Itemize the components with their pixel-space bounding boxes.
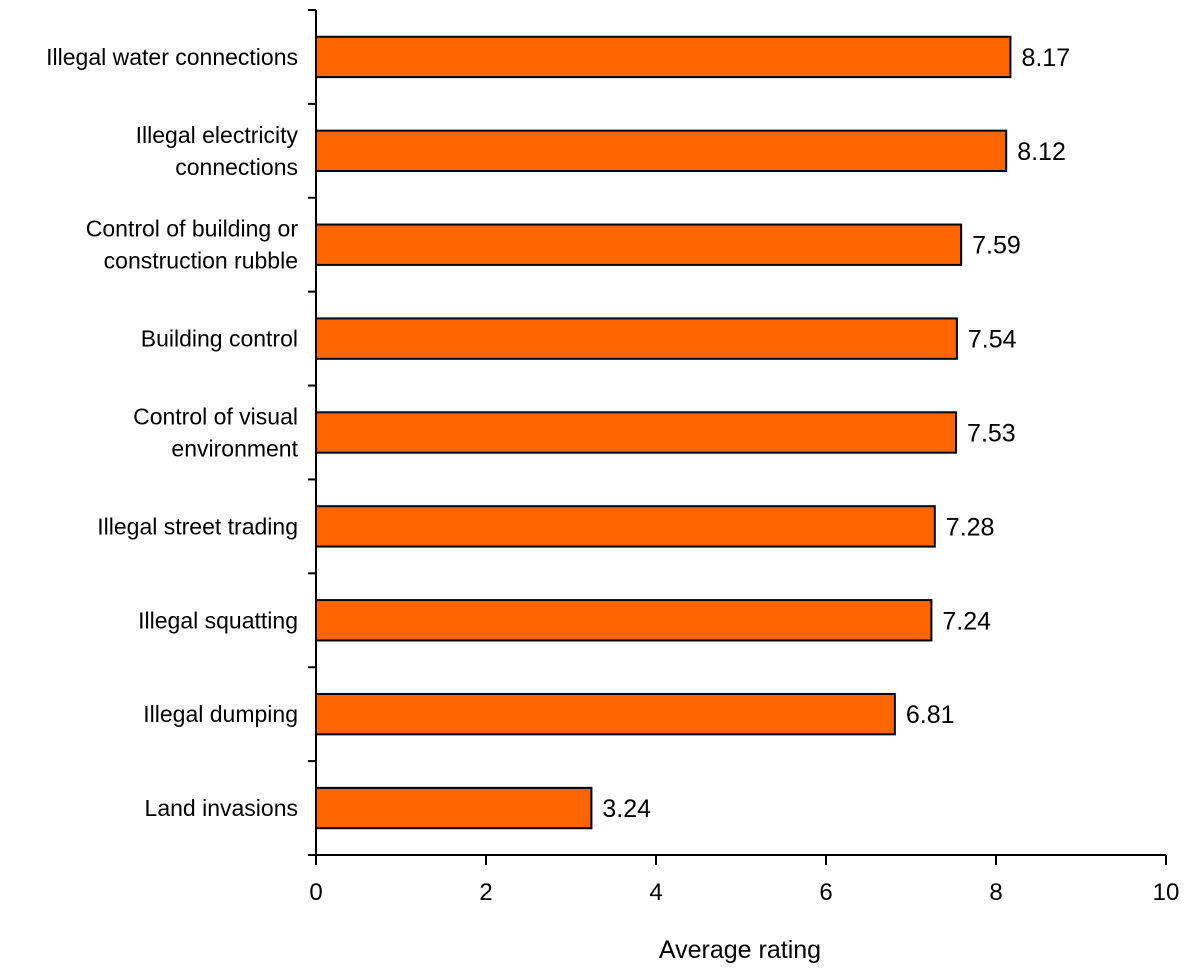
bar xyxy=(315,786,593,830)
value-labels-group: 8.17 8.12 7.59 7.54 7.53 7.28 7.24 6.81 3.24 xyxy=(602,44,1070,823)
bar xyxy=(315,692,896,736)
category-label: Control of building or construction rubbl… xyxy=(86,216,299,274)
bar xyxy=(315,411,958,454)
category-label: Building control xyxy=(141,326,298,352)
category-label: Illegal water connections xyxy=(46,44,298,70)
category-label-line: Illegal electricity xyxy=(136,122,299,148)
category-label-line: Control of visual xyxy=(133,404,298,430)
bar xyxy=(315,505,936,548)
value-label: 7.59 xyxy=(972,232,1021,260)
bar xyxy=(315,223,963,266)
bar xyxy=(315,317,958,360)
category-label-line: construction rubble xyxy=(104,248,298,274)
value-label: 8.12 xyxy=(1017,138,1066,166)
x-tick-label: 10 xyxy=(1153,879,1180,906)
x-tick-label: 0 xyxy=(309,879,322,906)
category-label-line: Illegal water connections xyxy=(46,44,298,70)
axes-group: 0 2 4 6 8 10 xyxy=(308,9,1180,906)
category-label-line: Control of building or xyxy=(86,216,299,242)
category-label-line: Illegal street trading xyxy=(97,513,298,539)
category-label-line: connections xyxy=(175,154,298,180)
value-label: 7.28 xyxy=(946,513,995,541)
category-label-line: environment xyxy=(171,436,298,462)
category-label: Illegal electricity connections xyxy=(136,122,299,180)
bar xyxy=(315,599,933,642)
x-tick-label: 4 xyxy=(649,879,662,906)
value-label: 6.81 xyxy=(906,701,955,729)
category-label-line: Building control xyxy=(141,326,298,352)
x-tick-label: 6 xyxy=(819,879,832,906)
category-label: Illegal squatting xyxy=(138,607,298,633)
category-label: Illegal dumping xyxy=(143,701,298,727)
x-tick-label: 2 xyxy=(479,879,492,906)
category-label: Control of visual environment xyxy=(133,404,299,462)
bars-group xyxy=(315,35,1012,830)
category-labels-group: Illegal water connections Illegal electri… xyxy=(46,44,298,821)
category-label-line: Illegal squatting xyxy=(138,607,298,633)
bar xyxy=(315,35,1012,79)
bar xyxy=(315,129,1008,173)
category-label: Illegal street trading xyxy=(97,513,298,539)
value-label: 8.17 xyxy=(1021,44,1070,72)
value-label: 3.24 xyxy=(602,795,651,823)
value-label: 7.24 xyxy=(942,607,991,635)
value-label: 7.54 xyxy=(968,326,1017,354)
category-label: Land invasions xyxy=(145,795,298,821)
category-label-line: Land invasions xyxy=(145,795,298,821)
x-axis-title: Average rating xyxy=(659,936,821,964)
value-label: 7.53 xyxy=(967,420,1016,448)
category-label-line: Illegal dumping xyxy=(143,701,298,727)
x-tick-label: 8 xyxy=(989,879,1002,906)
